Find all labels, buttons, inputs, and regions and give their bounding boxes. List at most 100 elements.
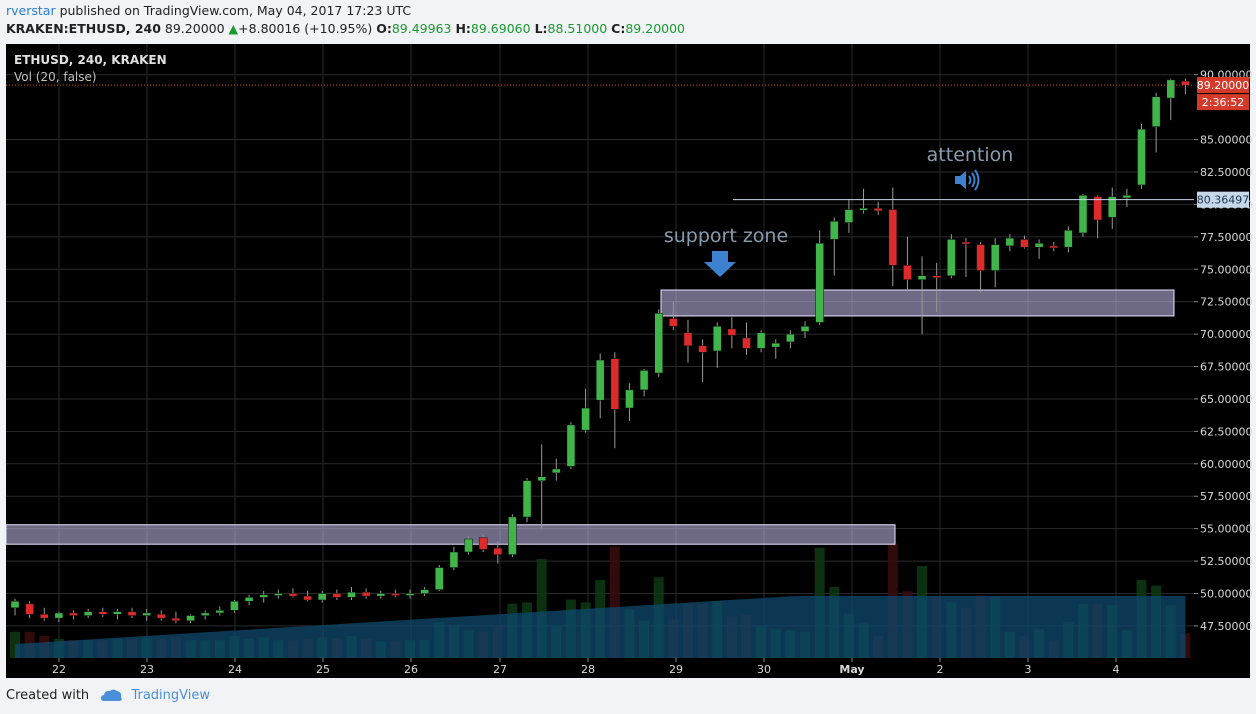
candle[interactable] — [1093, 195, 1102, 239]
candle-body — [113, 611, 122, 615]
candle[interactable] — [683, 319, 693, 363]
candle[interactable] — [522, 478, 532, 523]
candle-body — [1181, 80, 1190, 86]
candle[interactable] — [376, 590, 385, 599]
candle[interactable] — [113, 609, 122, 620]
candle[interactable] — [1078, 194, 1088, 237]
tradingview-link[interactable]: TradingView — [131, 688, 210, 703]
candle[interactable] — [230, 599, 239, 613]
candle[interactable] — [244, 594, 254, 606]
candle[interactable] — [844, 199, 854, 233]
candle[interactable] — [1151, 92, 1161, 153]
candle[interactable] — [990, 238, 1000, 288]
candle[interactable] — [698, 339, 707, 383]
candle[interactable] — [361, 588, 371, 599]
candle[interactable] — [317, 590, 327, 603]
candle[interactable] — [625, 383, 634, 421]
candle[interactable] — [288, 588, 298, 598]
candle[interactable] — [40, 607, 49, 621]
candle[interactable] — [69, 610, 78, 620]
candle[interactable] — [98, 607, 108, 617]
candle[interactable] — [917, 256, 927, 335]
up-triangle-icon: ▲ — [228, 21, 239, 36]
candle[interactable] — [405, 589, 415, 599]
candle[interactable] — [756, 330, 766, 353]
candle[interactable] — [303, 590, 312, 602]
candle[interactable] — [961, 238, 971, 278]
candle[interactable] — [566, 422, 576, 469]
candle[interactable] — [1137, 123, 1146, 189]
candle[interactable] — [932, 262, 941, 313]
candle[interactable] — [537, 444, 546, 529]
candle[interactable] — [1020, 235, 1029, 249]
candle[interactable] — [1108, 187, 1117, 230]
candle-body — [376, 593, 385, 597]
candle[interactable] — [478, 535, 488, 552]
candle-body — [654, 313, 663, 374]
candle[interactable] — [435, 564, 444, 591]
candle-body — [391, 593, 400, 596]
candle[interactable] — [873, 201, 883, 215]
candle[interactable] — [54, 611, 64, 623]
candle[interactable] — [1034, 239, 1044, 259]
support-zone-box[interactable] — [660, 289, 1175, 317]
candle[interactable] — [391, 589, 400, 598]
candle[interactable] — [581, 388, 590, 433]
candle[interactable] — [449, 546, 459, 571]
candle[interactable] — [142, 609, 151, 621]
candle[interactable] — [654, 309, 663, 377]
candle[interactable] — [947, 234, 956, 279]
candle[interactable] — [815, 230, 824, 326]
candle[interactable] — [976, 242, 985, 293]
candle[interactable] — [127, 607, 137, 619]
candle[interactable] — [186, 614, 195, 624]
candle[interactable] — [830, 217, 839, 276]
attention-label: attention — [927, 144, 1014, 166]
candle[interactable] — [800, 321, 810, 338]
candle[interactable] — [83, 609, 93, 619]
candle[interactable] — [464, 536, 473, 555]
candle[interactable] — [859, 188, 868, 214]
candle[interactable] — [712, 322, 722, 368]
annotations: support zone attention — [6, 84, 1194, 277]
price-axis-background — [1194, 44, 1250, 658]
author-link[interactable]: rverstar — [6, 3, 56, 18]
candle[interactable] — [742, 322, 751, 355]
candle[interactable] — [420, 587, 429, 597]
candle[interactable] — [200, 610, 210, 620]
volume-series — [10, 543, 1191, 658]
candle[interactable] — [786, 330, 795, 349]
candle-body — [317, 593, 327, 601]
candle[interactable] — [1049, 242, 1058, 252]
candle[interactable] — [727, 317, 737, 349]
candle[interactable] — [888, 187, 898, 287]
candle[interactable] — [157, 610, 166, 621]
candle-body — [771, 342, 781, 348]
candle[interactable] — [508, 514, 517, 558]
candle[interactable] — [610, 352, 620, 449]
lower-zone-box[interactable] — [5, 524, 896, 545]
candle-body — [405, 593, 415, 596]
candle[interactable] — [10, 598, 20, 616]
candle[interactable] — [669, 301, 678, 331]
candle[interactable] — [171, 611, 181, 624]
candle[interactable] — [771, 339, 781, 359]
candle[interactable] — [552, 458, 561, 481]
candle[interactable] — [1064, 226, 1073, 253]
candle[interactable] — [259, 590, 268, 603]
y-tick-label: 47.50000 — [1200, 620, 1253, 633]
candle[interactable] — [347, 587, 356, 600]
candle-body — [947, 239, 956, 276]
candle[interactable] — [215, 606, 225, 616]
candle[interactable] — [332, 589, 342, 600]
candle[interactable] — [1005, 234, 1015, 252]
candle[interactable] — [903, 236, 912, 292]
candle[interactable] — [595, 353, 605, 419]
candle-body — [830, 221, 839, 240]
candle[interactable] — [493, 541, 503, 564]
candle[interactable] — [639, 369, 649, 397]
candle[interactable] — [274, 589, 283, 599]
candle[interactable] — [25, 601, 34, 619]
candle[interactable] — [1122, 188, 1132, 207]
